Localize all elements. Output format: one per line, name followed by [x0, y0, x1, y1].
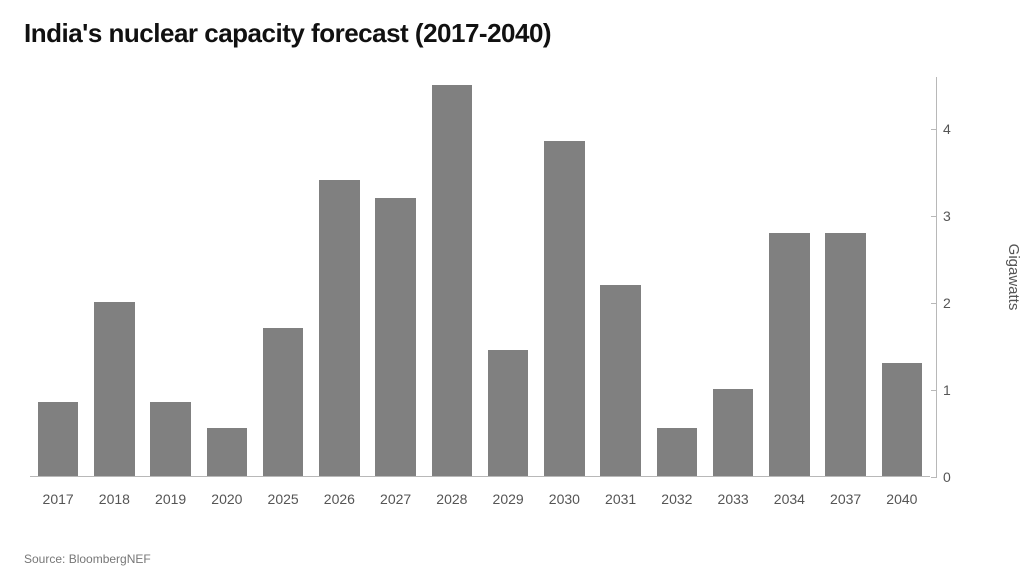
bar: [488, 350, 529, 476]
x-label: 2032: [649, 491, 705, 507]
x-label: 2018: [86, 491, 142, 507]
y-tick-label: 0: [943, 469, 951, 485]
y-axis: 01234: [936, 77, 937, 477]
x-label: 2040: [874, 491, 930, 507]
bar: [207, 428, 248, 476]
y-tick-line: [931, 216, 937, 217]
bar: [769, 233, 810, 476]
bar: [94, 302, 135, 476]
x-label: 2029: [480, 491, 536, 507]
x-label: 2026: [311, 491, 367, 507]
bar-slot: [86, 77, 142, 476]
x-label: 2037: [818, 491, 874, 507]
y-tick-line: [931, 129, 937, 130]
bar: [544, 141, 585, 476]
y-tick-label: 3: [943, 208, 951, 224]
bar-slot: [143, 77, 199, 476]
bar-slot: [30, 77, 86, 476]
bar-group: [30, 77, 930, 476]
bar: [713, 389, 754, 476]
y-tick-line: [931, 390, 937, 391]
bar-slot: [424, 77, 480, 476]
y-tick-line: [931, 303, 937, 304]
x-label: 2025: [255, 491, 311, 507]
bar-slot: [761, 77, 817, 476]
chart-wrap: 01234 Gigawatts 201720182019202020252026…: [24, 77, 1006, 517]
y-tick-label: 4: [943, 121, 951, 137]
x-label: 2019: [143, 491, 199, 507]
y-tick-line: [931, 477, 937, 478]
bar: [432, 85, 473, 476]
source-attribution: Source: BloombergNEF: [24, 552, 151, 566]
bar: [38, 402, 79, 476]
x-label: 2033: [705, 491, 761, 507]
x-labels: 2017201820192020202520262027202820292030…: [30, 491, 930, 507]
y-tick-label: 1: [943, 382, 951, 398]
x-label: 2031: [593, 491, 649, 507]
x-label: 2028: [424, 491, 480, 507]
bar: [825, 233, 866, 476]
chart-title: India's nuclear capacity forecast (2017-…: [24, 18, 1000, 49]
y-tick-label: 2: [943, 295, 951, 311]
bar-slot: [536, 77, 592, 476]
bar: [375, 198, 416, 476]
bar: [319, 180, 360, 476]
bar-slot: [480, 77, 536, 476]
x-label: 2034: [761, 491, 817, 507]
x-label: 2020: [199, 491, 255, 507]
bar-slot: [199, 77, 255, 476]
y-axis-title: Gigawatts: [1005, 244, 1022, 311]
x-label: 2027: [368, 491, 424, 507]
bar: [150, 402, 191, 476]
bar-slot: [818, 77, 874, 476]
bar-slot: [705, 77, 761, 476]
bar: [600, 285, 641, 476]
bar-slot: [368, 77, 424, 476]
bar-slot: [311, 77, 367, 476]
bar: [882, 363, 923, 476]
bar: [657, 428, 698, 476]
bar-slot: [593, 77, 649, 476]
bar: [263, 328, 304, 476]
bar-slot: [649, 77, 705, 476]
chart-container: India's nuclear capacity forecast (2017-…: [0, 0, 1024, 576]
x-label: 2030: [536, 491, 592, 507]
bar-slot: [874, 77, 930, 476]
bar-slot: [255, 77, 311, 476]
y-ticks: 01234: [937, 77, 973, 477]
x-label: 2017: [30, 491, 86, 507]
plot-area: [30, 77, 930, 477]
